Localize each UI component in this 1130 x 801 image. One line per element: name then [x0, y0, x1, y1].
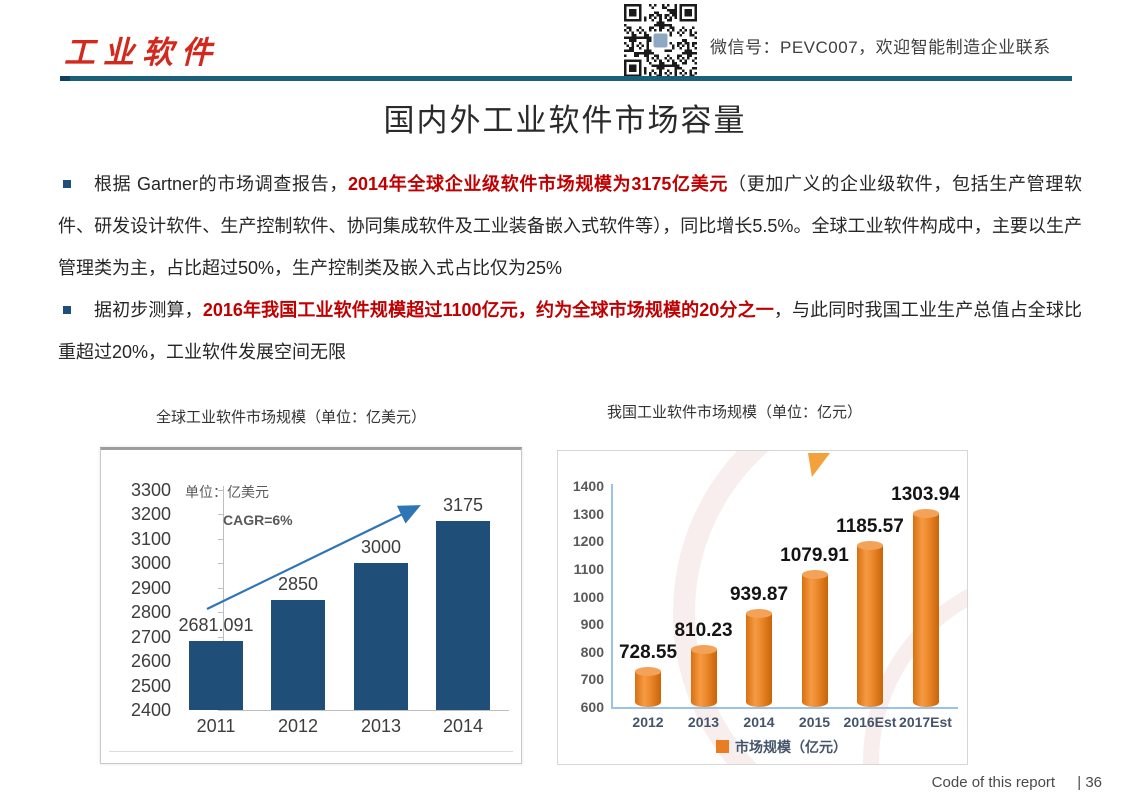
y-axis-tick-label: 700 [580, 671, 604, 688]
global-chart-title: 全球工业软件市场规模（单位：亿美元） [155, 409, 426, 426]
cylinder-top-ellipse [801, 570, 828, 580]
footer-report-code: Code of this report [931, 774, 1056, 791]
wechat-contact-text: 微信号：PEVC007，欢迎智能制造企业联系 [710, 38, 1051, 57]
bar-value-label: 1185.57 [836, 516, 904, 538]
x-axis-label: 2015 [798, 714, 831, 730]
y-axis-tick [218, 710, 223, 711]
y-axis-tick-label: 2400 [130, 700, 171, 720]
y-axis-tick-label: 1200 [572, 533, 604, 550]
bullet-text: 根据 Gartner的市场调查报告，2014年全球企业级软件市场规模为3175亿… [58, 163, 1082, 289]
bar-value-label: 1303.94 [891, 483, 960, 505]
bar-value-label: 1079.91 [780, 545, 849, 567]
y-axis-tick-label: 900 [580, 616, 604, 633]
cylinder-top-ellipse [857, 541, 883, 551]
y-axis-tick [218, 612, 223, 614]
global-chart: 3300 3200 3100 3000 2900 2800 2700 2600 2500 2400… [100, 447, 522, 764]
cylinder-bar [746, 613, 772, 707]
bullet-marker-icon [63, 180, 71, 188]
x-axis-label: 2013 [687, 714, 720, 730]
x-axis-label: 2012 [277, 716, 319, 736]
x-axis-label: 2014 [442, 716, 484, 736]
chart-unit-label: 单位：亿美元 [185, 484, 269, 500]
legend-label: 市场规模（亿元） [735, 739, 847, 755]
bullet-highlight-text: 2014年全球企业级软件市场规模为3175亿美元 [348, 174, 729, 194]
y-axis-tick-label: 2700 [130, 626, 171, 647]
y-axis-tick-label: 2600 [130, 651, 171, 672]
y-axis-tick-label: 1300 [572, 505, 604, 522]
bullet-plain-text: 据初步测算， [94, 300, 203, 320]
cylinder-bar [912, 512, 939, 707]
bar [271, 600, 325, 710]
bullet-item: 据初步测算，2016年我国工业软件规模超过1100亿元，约为全球市场规模的20分… [58, 289, 1082, 373]
legend-swatch [716, 740, 729, 753]
x-axis-label: 2012 [632, 714, 664, 730]
y-axis-tick-label: 1000 [572, 588, 604, 605]
header-divider-cap [60, 76, 70, 81]
y-axis-tick-label: 1100 [573, 560, 604, 577]
cylinder-top-ellipse [635, 667, 661, 677]
y-axis-tick-label: 2900 [130, 577, 171, 598]
x-axis-line [611, 707, 958, 709]
y-axis-line [611, 484, 613, 709]
cylinder-bar [635, 671, 661, 707]
chart-inner-bottom-line [109, 751, 513, 752]
bullet-plain-text: ，与此同时我国工业生产总值占全球比重超过20%，工业软件发展空间无限 [58, 300, 1082, 362]
y-axis-tick-label: 3200 [130, 504, 171, 525]
bullet-highlight-text: 2016年我国工业软件规模超过1100亿元，约为全球市场规模的20分之一 [202, 300, 774, 320]
cylinder-top-ellipse [746, 609, 772, 619]
x-axis-label: 2014 [743, 714, 775, 730]
x-axis-label: 2017Est [899, 714, 952, 730]
x-axis-label: 2013 [360, 716, 402, 736]
header-divider [60, 76, 1072, 81]
bar-value-label: 810.23 [674, 619, 733, 641]
bar [189, 641, 243, 710]
cylinder-bar [801, 574, 828, 707]
header-logo-text: 工业软件 [64, 35, 220, 71]
y-axis-tick-label: 2800 [130, 602, 171, 623]
y-axis-tick-label: 1400 [572, 478, 604, 494]
footer-page-number: | 36 [1077, 774, 1102, 791]
x-axis-label: 2016Est [843, 714, 897, 730]
bullet-text: 据初步测算，2016年我国工业软件规模超过1100亿元，约为全球市场规模的20分… [58, 289, 1082, 373]
page-footer: Code of this report | 36 [932, 774, 1102, 791]
bullet-item: 根据 Gartner的市场调查报告，2014年全球企业级软件市场规模为3175亿… [58, 163, 1082, 289]
bar-value-label: 3000 [360, 537, 402, 558]
bullet-marker-icon [63, 306, 71, 314]
y-axis-tick-label: 3000 [130, 553, 171, 574]
y-axis-tick-label: 2500 [130, 675, 171, 696]
bar [354, 563, 408, 710]
x-axis-label: 2011 [196, 716, 236, 736]
y-axis-tick-label: 600 [580, 699, 604, 715]
cylinder-bar [690, 648, 717, 707]
wechat-qr-code-icon [624, 4, 697, 77]
china-chart: 1400 1300 1200 1100 1000 900 800 700 600 728.55 20… [557, 450, 968, 765]
y-axis-tick [218, 636, 223, 638]
page-title: 国内外工业软件市场容量 [383, 103, 747, 138]
bar-value-label: 2681.091 [178, 615, 254, 636]
bullet-plain-text: 根据 Gartner的市场调查报告， [94, 174, 348, 194]
y-axis-tick [218, 490, 223, 491]
bar-value-label: 3175 [442, 494, 484, 515]
bullet-plain-text: （更加广义的企业级软件，包括生产管理软件、研发设计软件、生产控制软件、协同集成软… [58, 174, 1082, 278]
x-axis-line [223, 710, 509, 711]
cagr-annotation: CAGR=6% [223, 512, 293, 528]
bar-value-label: 2850 [277, 574, 319, 594]
y-axis-tick-label: 800 [580, 643, 604, 660]
china-chart-title: 我国工业软件市场规模（单位：亿元） [606, 404, 862, 421]
cylinder-bar [857, 545, 883, 707]
bar [436, 520, 490, 710]
cylinder-top-ellipse [690, 644, 717, 654]
y-axis-tick-label: 3100 [130, 528, 171, 549]
bar-value-label: 939.87 [729, 584, 789, 606]
bar-value-label: 728.55 [618, 642, 678, 664]
y-axis-tick-label: 3300 [130, 480, 171, 500]
cylinder-top-ellipse [912, 508, 939, 518]
